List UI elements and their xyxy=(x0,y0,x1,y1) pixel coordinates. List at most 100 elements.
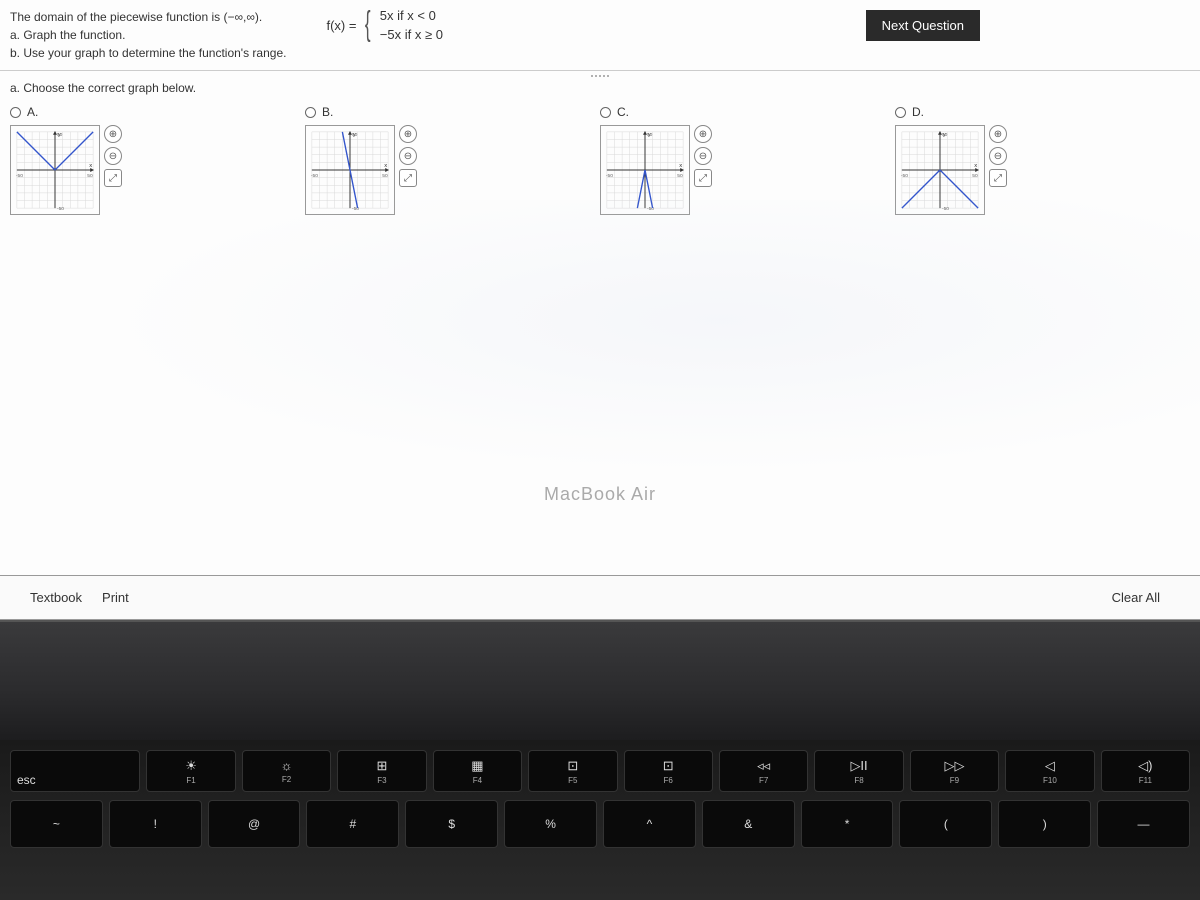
fn-icon: ◁ xyxy=(1045,758,1055,774)
domain-line: The domain of the piecewise function is … xyxy=(10,8,286,26)
num-key-11[interactable]: — xyxy=(1097,800,1190,848)
expand-icon[interactable]: ⤢ xyxy=(694,169,712,187)
fn-icon: ◁) xyxy=(1138,758,1152,774)
expand-icon[interactable]: ⤢ xyxy=(399,169,417,187)
option-C: C. y x -50 50 50 -50 ⊕ ⊖ ⤢ xyxy=(600,105,895,215)
expand-icon[interactable]: ⤢ xyxy=(104,169,122,187)
fn-label: F10 xyxy=(1043,776,1057,785)
clear-all-button[interactable]: Clear All xyxy=(1112,590,1160,605)
expand-icon[interactable]: ⤢ xyxy=(989,169,1007,187)
fn-label: F7 xyxy=(759,776,768,785)
option-label: B. xyxy=(322,105,333,119)
svg-text:50: 50 xyxy=(942,132,948,138)
f9-key[interactable]: ▷▷F9 xyxy=(910,750,999,792)
footer-bar: Textbook Print Clear All xyxy=(0,575,1200,619)
fn-icon: ⊡ xyxy=(567,758,578,774)
key-symbol: ~ xyxy=(53,817,60,831)
num-key-4[interactable]: $ xyxy=(405,800,498,848)
num-key-1[interactable]: ! xyxy=(109,800,202,848)
key-symbol: & xyxy=(744,817,752,831)
svg-text:50: 50 xyxy=(352,132,358,138)
svg-text:x: x xyxy=(974,163,977,169)
fn-icon: ☀ xyxy=(185,758,197,774)
f11-key[interactable]: ◁)F11 xyxy=(1101,750,1190,792)
zoom-in-icon[interactable]: ⊕ xyxy=(399,125,417,143)
left-brace: { xyxy=(365,11,371,38)
fn-icon: ▷II xyxy=(850,758,867,774)
f2-key[interactable]: ☼F2 xyxy=(242,750,331,792)
zoom-out-icon[interactable]: ⊖ xyxy=(694,147,712,165)
svg-text:50: 50 xyxy=(647,132,653,138)
zoom-out-icon[interactable]: ⊖ xyxy=(104,147,122,165)
question-text: The domain of the piecewise function is … xyxy=(10,8,286,62)
zoom-in-icon[interactable]: ⊕ xyxy=(989,125,1007,143)
f1-key[interactable]: ☀ F1 xyxy=(146,750,235,792)
case-2: −5x if x ≥ 0 xyxy=(380,27,443,42)
next-question-button[interactable]: Next Question xyxy=(866,10,980,41)
zoom-out-icon[interactable]: ⊖ xyxy=(399,147,417,165)
f8-key[interactable]: ▷IIF8 xyxy=(814,750,903,792)
svg-text:50: 50 xyxy=(972,173,978,179)
svg-text:50: 50 xyxy=(57,132,63,138)
zoom-in-icon[interactable]: ⊕ xyxy=(694,125,712,143)
num-key-0[interactable]: ~ xyxy=(10,800,103,848)
fn-label: F2 xyxy=(282,775,291,784)
fn-label: F3 xyxy=(377,776,386,785)
f7-key[interactable]: ◃◃ F7 xyxy=(719,750,808,792)
svg-text:x: x xyxy=(384,163,387,169)
radio-D[interactable] xyxy=(895,107,906,118)
num-key-7[interactable]: & xyxy=(702,800,795,848)
key-symbol: ) xyxy=(1043,817,1047,831)
option-D: D. y x -50 50 50 -50 ⊕ ⊖ ⤢ xyxy=(895,105,1190,215)
svg-text:-50: -50 xyxy=(352,206,359,212)
svg-text:-50: -50 xyxy=(942,206,949,212)
svg-text:x: x xyxy=(89,163,92,169)
svg-text:-50: -50 xyxy=(57,206,64,212)
esc-key[interactable]: esc xyxy=(10,750,140,792)
f4-key[interactable]: ▦ F4 xyxy=(433,750,522,792)
svg-text:-50: -50 xyxy=(606,173,613,179)
option-A: A. y x -50 50 50 -50 ⊕ ⊖ ⤢ xyxy=(10,105,305,215)
num-key-5[interactable]: % xyxy=(504,800,597,848)
radio-C[interactable] xyxy=(600,107,611,118)
f6-key[interactable]: ⊡F6 xyxy=(624,750,713,792)
key-symbol: ^ xyxy=(647,817,653,831)
zoom-in-icon[interactable]: ⊕ xyxy=(104,125,122,143)
radio-B[interactable] xyxy=(305,107,316,118)
num-key-3[interactable]: # xyxy=(306,800,399,848)
key-symbol: $ xyxy=(448,817,455,831)
fn-icon: ⊞ xyxy=(376,758,387,774)
radio-A[interactable] xyxy=(10,107,21,118)
key-symbol: * xyxy=(845,817,850,831)
f3-key[interactable]: ⊞ F3 xyxy=(337,750,426,792)
option-B: B. y x -50 50 50 -50 ⊕ ⊖ ⤢ xyxy=(305,105,600,215)
fn-label: F9 xyxy=(950,776,959,785)
num-key-8[interactable]: * xyxy=(801,800,894,848)
function-key-row: esc ☀ F1 ☼F2 ⊞ F3 ▦ F4 ⊡F5⊡F6 ◃◃ F7 ▷IIF8▷▷F9 ◁ F10 ◁)… xyxy=(10,750,1190,792)
f5-key[interactable]: ⊡F5 xyxy=(528,750,617,792)
num-key-2[interactable]: @ xyxy=(208,800,301,848)
case-1: 5x if x < 0 xyxy=(380,8,443,23)
graph-options: A. y x -50 50 50 -50 ⊕ ⊖ ⤢ B. xyxy=(0,105,1200,215)
key-symbol: @ xyxy=(248,817,260,831)
key-symbol: ( xyxy=(944,817,948,831)
fn-icon: ⊡ xyxy=(663,758,674,774)
textbook-button[interactable]: Textbook xyxy=(30,590,82,605)
key-symbol: % xyxy=(545,817,556,831)
fn-label: F4 xyxy=(473,776,482,785)
svg-text:-50: -50 xyxy=(647,206,654,212)
zoom-out-icon[interactable]: ⊖ xyxy=(989,147,1007,165)
num-key-6[interactable]: ^ xyxy=(603,800,696,848)
fn-label: F1 xyxy=(186,776,195,785)
number-key-row: ~! @ # $% ^ & * () — xyxy=(10,800,1190,848)
drag-handle[interactable] xyxy=(585,75,615,81)
fn-icon: ▦ xyxy=(471,758,483,774)
question-header: The domain of the piecewise function is … xyxy=(0,0,1200,71)
key-symbol: # xyxy=(350,817,357,831)
svg-text:-50: -50 xyxy=(311,173,318,179)
print-button[interactable]: Print xyxy=(102,590,129,605)
num-key-10[interactable]: ) xyxy=(998,800,1091,848)
f10-key[interactable]: ◁ F10 xyxy=(1005,750,1094,792)
fn-icon: ◃◃ xyxy=(757,758,770,774)
num-key-9[interactable]: ( xyxy=(899,800,992,848)
